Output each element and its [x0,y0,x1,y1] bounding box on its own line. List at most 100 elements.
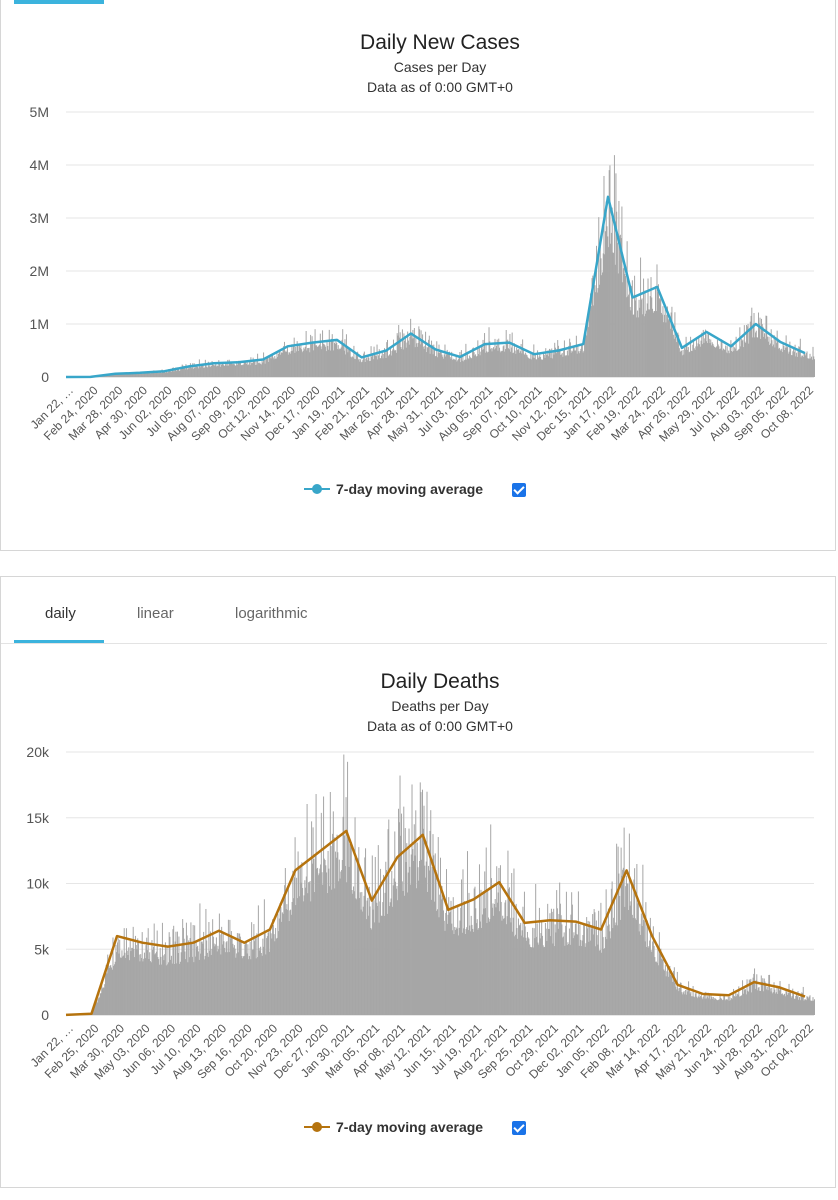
daily-bar [451,359,453,377]
daily-bar [675,986,677,1015]
daily-bar [712,343,714,377]
daily-bar [658,298,660,377]
daily-bar [158,959,160,1015]
daily-bar [562,937,564,1015]
daily-bar [546,354,548,377]
daily-bar [236,364,238,377]
daily-bar [703,992,705,1015]
daily-bar [172,929,174,1015]
daily-bar [794,344,796,377]
daily-bar [187,366,189,377]
daily-bar [384,892,386,1015]
daily-bar [536,923,538,1015]
daily-bar [550,357,552,377]
daily-bar [480,351,482,377]
daily-bar [454,359,456,377]
daily-bar [801,355,803,377]
daily-bar [748,991,750,1015]
daily-bar [802,993,804,1015]
daily-bar [266,938,268,1015]
daily-bar [680,350,682,377]
daily-bar [485,847,487,1015]
daily-bar [213,365,215,377]
daily-bar [391,870,393,1015]
daily-bar [617,273,619,377]
daily-bar [488,921,490,1015]
daily-bar [553,354,555,377]
daily-bar [787,993,789,1015]
daily-bar [382,358,384,377]
daily-bar [585,328,587,377]
tab-logarithmic[interactable]: logarithmic [235,605,308,622]
daily-bar [563,932,565,1015]
daily-bar [436,341,438,377]
daily-bar [242,364,244,377]
daily-bar [719,348,721,377]
daily-bar [367,897,369,1015]
daily-bar [313,350,315,377]
daily-bar [412,849,414,1015]
daily-bar [358,847,360,1015]
daily-bar [547,350,549,377]
cases-moving-average-checkbox[interactable] [512,483,526,497]
daily-bar [533,344,535,377]
daily-bar [383,874,385,1015]
daily-bar [327,850,329,1015]
daily-bar [143,373,145,377]
daily-bar [758,312,760,377]
daily-bar [663,322,665,377]
daily-bar [769,988,771,1015]
daily-bar [545,928,547,1015]
daily-bar [557,340,559,377]
daily-bar [689,351,691,377]
daily-bar [586,335,588,377]
daily-bar [407,892,409,1015]
daily-bar [763,333,765,377]
daily-bar [755,980,757,1015]
daily-bar [812,997,814,1015]
daily-bar [263,899,265,1015]
cases-legend[interactable]: 7-day moving average [304,481,483,497]
daily-bar [556,890,558,1015]
daily-bar [507,348,509,377]
daily-bar [113,965,115,1015]
daily-bar [676,989,678,1015]
daily-bar [405,347,407,377]
daily-bar [706,334,708,377]
daily-bar [639,307,641,377]
deaths-legend[interactable]: 7-day moving average [304,1119,483,1135]
daily-bar [599,247,601,377]
daily-bar [512,353,514,377]
daily-bar [387,829,389,1015]
daily-bar [135,373,137,377]
daily-bar [408,828,410,1015]
tab-linear[interactable]: linear [137,605,174,622]
daily-bar [385,358,387,377]
daily-bar [704,338,706,377]
daily-bar [112,937,114,1015]
daily-bar [209,931,211,1015]
daily-bar [470,915,472,1015]
deaths-chart-panel: daily linear logarithmic Daily Deaths Dea… [0,576,836,1188]
daily-bar [251,363,253,377]
daily-bar [673,970,675,1015]
daily-bar [311,863,313,1015]
daily-bar [559,903,561,1015]
daily-bar [657,944,659,1015]
daily-bar [811,359,813,377]
daily-bar [302,887,304,1015]
daily-bar [521,930,523,1015]
deaths-moving-average-checkbox[interactable] [512,1121,526,1135]
daily-bar [301,352,303,377]
daily-bar [578,945,580,1015]
daily-bar [499,865,501,1015]
tab-daily[interactable]: daily [45,605,76,622]
daily-bar [418,880,420,1015]
daily-bar [380,358,382,377]
daily-bar [808,358,810,377]
daily-bar [363,351,365,377]
daily-bar [805,355,807,377]
daily-bar [781,994,783,1015]
daily-bar [666,971,668,1015]
daily-bar [540,933,542,1015]
